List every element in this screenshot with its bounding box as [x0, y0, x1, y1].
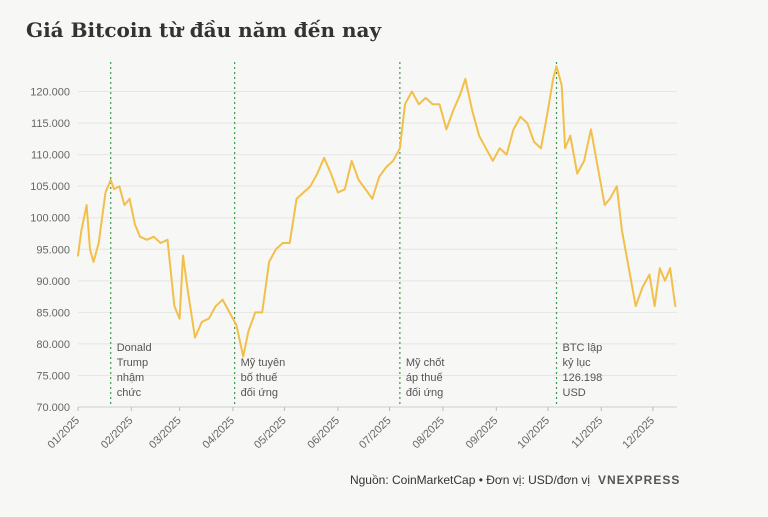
annotation-text: 126.198	[563, 372, 603, 384]
x-tick-label: 05/2025	[252, 415, 289, 452]
x-tick-label: 12/2025	[620, 415, 657, 452]
x-tick-label: 09/2025	[464, 415, 501, 452]
annotation-text: Mỹ chốt	[406, 357, 445, 369]
annotation-text: Trump	[117, 357, 148, 369]
y-tick-label: 110.000	[31, 150, 70, 162]
x-tick-label: 06/2025	[305, 415, 342, 452]
y-tick-label: 85.000	[36, 307, 70, 319]
y-tick-label: 80.000	[36, 339, 70, 351]
annotation-layer: Donald Trump nhậm chức Mỹ tuyên bố thuế đối ứn…	[110, 62, 603, 407]
x-tick-label: 03/2025	[147, 415, 184, 452]
footer-layer: Nguồn: CoinMarketCap • Đơn vị: USD/đơn v…	[350, 473, 680, 487]
series-layer	[77, 65, 677, 358]
annotation-text: USD	[563, 387, 586, 399]
y-tick-label: 115.000	[31, 118, 70, 130]
x-tick-label: 01/2025	[46, 415, 83, 452]
y-tick-label: 95.000	[36, 244, 70, 256]
vnexpress-logo: VnExpress	[598, 473, 680, 487]
y-tick-label: 105.000	[30, 181, 70, 193]
x-tick-label: 07/2025	[357, 415, 394, 452]
annotation-text: Mỹ tuyên	[241, 357, 286, 369]
y-tick-label: 120.000	[30, 87, 70, 99]
grid-layer	[78, 91, 677, 408]
annotation-text: chức	[117, 387, 142, 399]
annotation-text: Donald	[117, 342, 152, 354]
chart-title: Giá Bitcoin từ đầu năm đến nay	[26, 18, 382, 42]
annotation-text: bố thuế	[241, 372, 278, 384]
source-text: Nguồn: CoinMarketCap • Đơn vị: USD/đơn v…	[350, 473, 590, 487]
annotation-text: BTC lập	[563, 342, 603, 354]
x-tick-label: 08/2025	[410, 415, 447, 452]
y-tick-label: 70.000	[36, 402, 70, 414]
x-tick-label: 10/2025	[515, 415, 552, 452]
price-line	[77, 65, 677, 358]
annotation-text: kỷ lục	[563, 357, 592, 369]
x-tick-label: 11/2025	[569, 415, 605, 451]
y-tick-label: 90.000	[36, 276, 70, 288]
annotation-text: áp thuế	[406, 372, 443, 384]
x-tick-label: 02/2025	[99, 415, 136, 452]
annotation-text: đối ứng	[241, 387, 278, 399]
annotation-text: nhậm	[117, 372, 145, 384]
logo-text: VnExpress	[598, 473, 680, 487]
y-tick-label: 100.000	[30, 213, 70, 225]
x-tick-label: 04/2025	[200, 415, 237, 452]
annotation-text: đối ứng	[406, 387, 443, 399]
y-tick-label: 75.000	[36, 370, 70, 382]
